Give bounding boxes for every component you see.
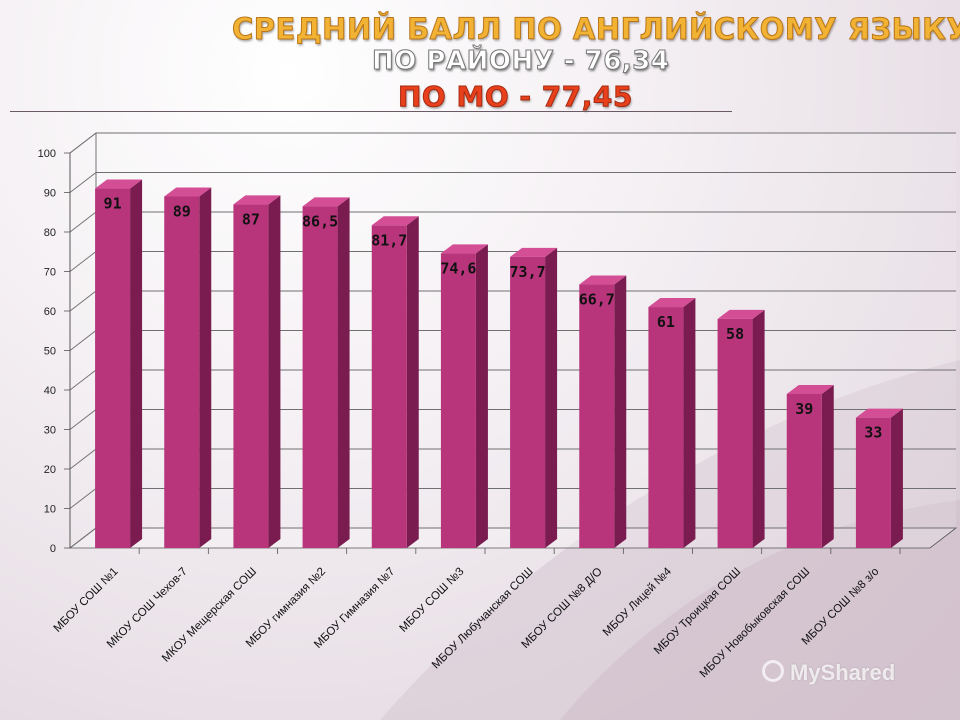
bar-side [890,408,903,548]
bar-front [371,225,407,548]
bar-side [752,309,765,548]
bar-2 [164,187,212,548]
y-tick-label: 40 [44,385,56,397]
bar-10 [717,309,765,548]
x-category-label: МБОУ Лицей №4 [601,565,675,639]
bar-12 [855,408,903,548]
bar-front [717,318,753,548]
bar-side [199,187,212,548]
bar-side [545,247,558,548]
bar-front [648,307,684,548]
bar-side [406,216,419,548]
bar-value-label: 91 [104,195,122,213]
y-tick-label: 90 [44,188,56,200]
watermark: MyShared [790,660,896,685]
bar-value-label: 73,7 [510,263,546,281]
bar-top [579,275,627,285]
y-tick-label: 30 [44,425,56,437]
title-divider [10,111,732,112]
bar-side [821,384,834,548]
bar-top [371,216,419,226]
bar-top [302,197,350,207]
bar-top [717,309,765,319]
bar-value-label: 81,7 [371,231,407,249]
bar-value-label: 74,6 [440,259,476,277]
bar-top [233,195,281,205]
y-tick-label: 10 [44,504,56,516]
bar-value-label: 61 [657,313,675,331]
bar-front [233,204,269,548]
y-tick-label: 20 [44,464,56,476]
bar-value-label: 86,5 [302,212,338,230]
bar-top [510,247,558,257]
bar-front [440,253,476,548]
bar-side [268,195,281,548]
bar-top [440,244,488,254]
y-tick-label: 50 [44,346,56,358]
bar-11 [786,384,834,548]
bar-value-label: 58 [726,325,744,343]
watermark-logo-icon [762,660,784,682]
bar-front [510,256,546,548]
bar-top [786,384,834,394]
title-line-1: СРЕДНИЙ БАЛЛ ПО АНГЛИЙСКОМУ ЯЗЫКУ [231,12,960,47]
bar-side [130,179,143,549]
y-tick-label: 60 [44,306,56,318]
y-tick-label: 80 [44,227,56,239]
y-tick-label: 100 [38,148,56,160]
bar-value-label: 87 [242,210,260,228]
bar-value-label: 66,7 [579,291,615,309]
x-category-label: МБОУ Гимназия №7 [312,566,397,651]
bar-9 [648,298,696,548]
y-tick-label: 70 [44,267,56,279]
bar-3 [233,195,281,548]
bar-side [614,275,627,548]
bar-front [579,284,615,548]
gridline [69,132,956,154]
bar-8 [579,275,627,548]
x-category-label: МБОУ СОШ №1 [52,566,121,635]
bar-4 [302,197,350,548]
bar-side [475,244,488,548]
bar-front [855,417,891,548]
x-category-label: МБОУ СОШ №3 [397,566,466,635]
title-line-2: ПО РАЙОНУ - 76,34 [371,46,670,77]
bar-top [164,187,212,197]
bar-front [164,196,200,548]
x-category-label: МБОУ СОШ №8 Д/О [519,566,604,651]
bar-top [648,298,696,308]
bar-front [95,188,131,549]
gridline [69,172,956,193]
x-category-label: МБОУ СОШ №8 з/о [800,566,882,648]
bar-front [302,206,338,548]
bar-7 [510,247,558,548]
bar-top [855,408,903,418]
title-line-3: ПО МО - 77,45 [398,80,633,114]
bar-top [95,179,143,189]
bar-value-label: 89 [173,202,191,220]
bar-6 [440,244,488,548]
bar-1 [95,179,143,549]
bar-5 [371,216,419,548]
bar-front [786,393,822,548]
bar-value-label: 33 [864,424,882,442]
bar-value-label: 39 [795,400,813,418]
bar-side [683,298,696,548]
x-category-label: МБОУ гимназия №2 [244,566,328,650]
bar-side [337,197,350,548]
y-tick-label: 0 [50,543,56,555]
